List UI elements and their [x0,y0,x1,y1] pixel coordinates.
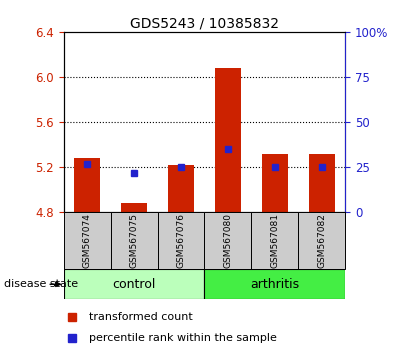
Text: GSM567082: GSM567082 [317,213,326,268]
Bar [111,212,157,269]
Text: GSM567081: GSM567081 [270,213,279,268]
Text: GSM567076: GSM567076 [176,213,185,268]
Bar [74,158,100,212]
Bar [205,212,252,269]
Bar [64,212,111,269]
Bar [309,154,335,212]
Bar [298,212,345,269]
Bar [252,212,298,269]
Title: GDS5243 / 10385832: GDS5243 / 10385832 [130,17,279,31]
Bar [205,269,345,299]
Bar [64,269,204,299]
Text: transformed count: transformed count [89,312,193,322]
Text: arthritis: arthritis [250,278,300,291]
Bar [262,154,288,212]
Bar [157,212,205,269]
Text: GSM567074: GSM567074 [83,213,92,268]
Text: GSM567080: GSM567080 [224,213,233,268]
Text: disease state: disease state [4,279,78,289]
Text: GSM567075: GSM567075 [129,213,139,268]
Text: control: control [112,278,156,291]
Bar [168,165,194,212]
Bar [215,68,241,212]
Text: percentile rank within the sample: percentile rank within the sample [89,332,277,343]
Bar [121,203,147,212]
